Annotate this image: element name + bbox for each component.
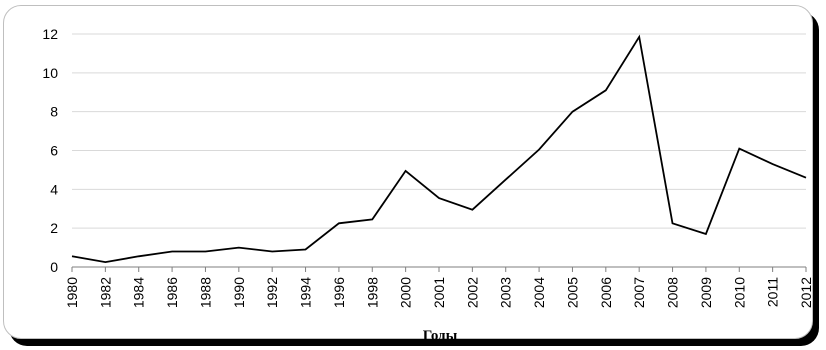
y-tick-label: 8: [50, 104, 58, 120]
y-tick-label: 10: [42, 65, 58, 81]
x-tick-label: 2004: [531, 277, 547, 308]
x-tick-label: 1980: [64, 277, 80, 308]
y-axis-ticks: 0 2 4 6 8 10 12: [42, 26, 58, 275]
x-tick-label: 2003: [498, 277, 514, 308]
y-tick-label: 4: [50, 181, 58, 197]
y-tick-label: 0: [50, 259, 58, 275]
x-tick-label: 2009: [698, 277, 714, 308]
x-tick-label: 2011: [765, 277, 781, 307]
x-tick-label: 2007: [631, 277, 647, 308]
x-tick-label: 2005: [564, 277, 580, 308]
x-tick-label: 1988: [197, 277, 213, 308]
x-tick-label: 1990: [231, 277, 247, 308]
series-line: [71, 34, 807, 264]
x-tick-label: 2012: [798, 277, 814, 308]
x-tick-label: 1986: [164, 277, 180, 308]
x-tick-label: 1998: [364, 277, 380, 308]
x-axis-label: Годы: [423, 328, 458, 344]
x-tick-label: 2006: [598, 277, 614, 308]
x-tick-label: 1992: [264, 277, 280, 308]
x-tick-label: 2008: [665, 277, 681, 308]
x-tick-label: 2000: [398, 277, 414, 308]
y-tick-label: 12: [42, 26, 58, 42]
x-tick-label: 1994: [298, 277, 314, 308]
x-tick-label: 2010: [731, 277, 747, 308]
y-tick-label: 2: [50, 220, 58, 236]
x-tick-label: 2001: [431, 277, 447, 308]
x-axis-ticks: 1980 1982 1984 1986 1988 1990 1992 1994 1996 1998…: [64, 267, 814, 308]
y-tick-label: 6: [50, 143, 58, 159]
x-tick-label: 1982: [97, 277, 113, 308]
x-tick-label: 1984: [131, 277, 147, 308]
grid-lines: [72, 33, 806, 229]
x-tick-label: 2002: [464, 277, 480, 308]
x-tick-label: 1996: [331, 277, 347, 308]
